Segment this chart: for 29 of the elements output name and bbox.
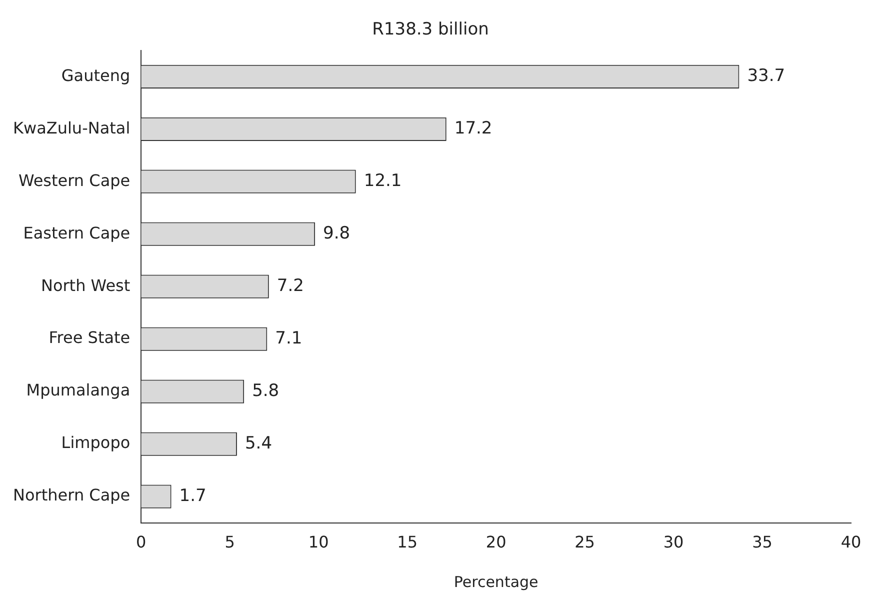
x-tick-label: 30 <box>663 532 684 552</box>
data-label: 5.8 <box>252 381 280 401</box>
x-tick-label: 20 <box>486 532 506 552</box>
data-label: 7.1 <box>275 328 302 349</box>
y-tick-label: Mpumalanga <box>26 380 130 400</box>
y-tick-label: KwaZulu-Natal <box>13 118 130 138</box>
y-tick-label: North West <box>40 276 130 295</box>
data-label: 9.8 <box>323 224 350 244</box>
data-label: 7.2 <box>276 276 304 296</box>
y-tick-label: Northern Cape <box>13 486 130 505</box>
x-tick-label: 15 <box>397 532 418 552</box>
data-label: 5.4 <box>244 433 272 454</box>
x-tick-label: 35 <box>752 532 772 552</box>
y-tick-label: Western Cape <box>18 170 130 190</box>
y-tick-label: Free State <box>48 328 130 348</box>
data-label: 12.1 <box>364 171 402 192</box>
y-tick-label: Eastern Cape <box>23 223 130 242</box>
x-tick-label: 10 <box>308 532 329 552</box>
x-tick-label: 25 <box>574 532 595 552</box>
x-axis-title: Percentage <box>454 572 538 591</box>
x-tick-label: 0 <box>136 532 146 552</box>
y-tick-label: Limpopo <box>61 433 130 452</box>
data-label: 1.7 <box>179 486 206 506</box>
x-tick-label: 40 <box>840 532 862 552</box>
chart-title: R138.3 billion <box>372 20 489 40</box>
x-tick-label: 5 <box>224 532 235 552</box>
y-tick-label: Gauteng <box>61 66 130 85</box>
data-label: 33.7 <box>747 66 786 86</box>
data-label: 17.2 <box>454 118 492 139</box>
